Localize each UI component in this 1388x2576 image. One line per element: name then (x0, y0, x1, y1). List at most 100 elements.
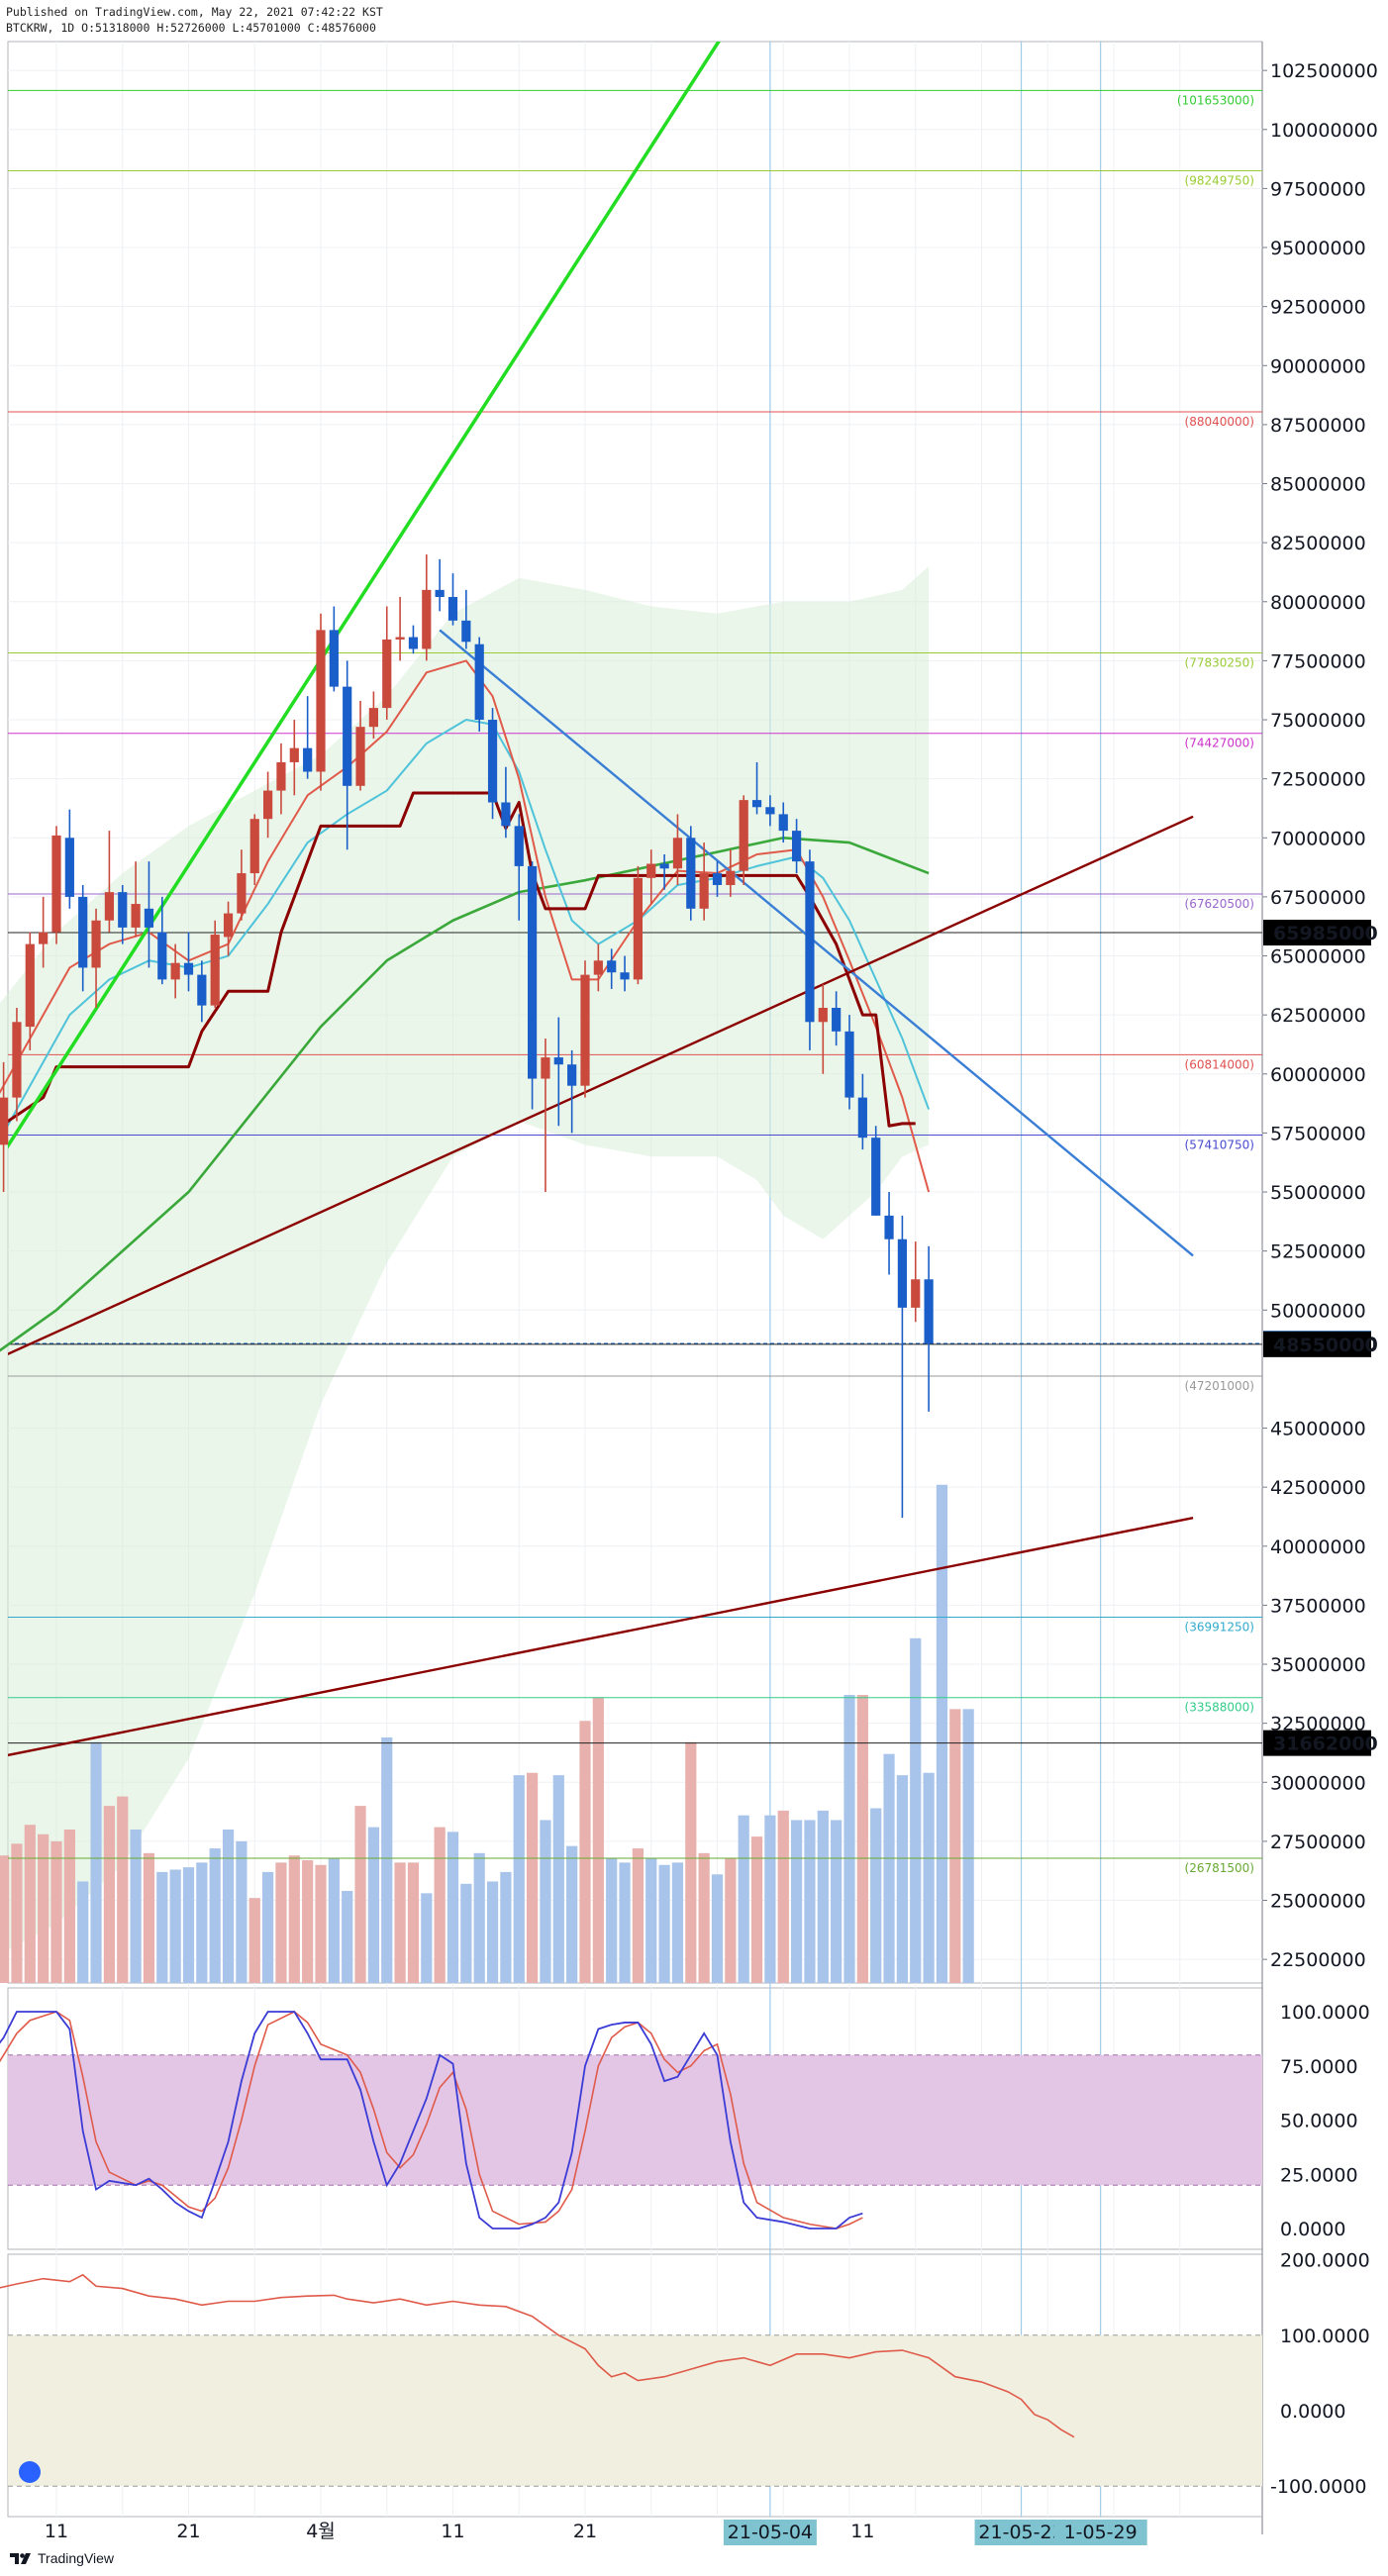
price-badge (1263, 920, 1371, 946)
price-badge (1263, 1730, 1371, 1756)
candle-body (567, 1064, 577, 1086)
candle-body (541, 1057, 550, 1079)
volume-bar (883, 1753, 895, 1983)
price-badge-label: 65985000 (1273, 923, 1378, 944)
candle-body (408, 637, 419, 649)
volume-bar (725, 1857, 737, 1983)
volume-bar (421, 1893, 433, 1983)
price-tick-label: 22500000 (1270, 1949, 1366, 1971)
cci-indicator-icon (19, 2461, 41, 2483)
price-tick-label: 87500000 (1270, 415, 1366, 437)
volume-bar (540, 1820, 551, 1983)
volume-bar (606, 1857, 618, 1983)
date-tick-label: 21 (573, 2521, 597, 2542)
candle-body (659, 863, 669, 869)
stochastic-d-line (0, 2011, 863, 2229)
chart-header: Published on TradingView.com, May 22, 20… (6, 4, 383, 36)
candle-body (857, 1097, 867, 1139)
volume-bar (831, 1820, 843, 1983)
price-tick-label: 62500000 (1270, 1005, 1366, 1027)
candle-body (607, 960, 617, 973)
tradingview-logo-icon (10, 2553, 31, 2564)
candle-body (672, 838, 683, 869)
price-tick-label: 75000000 (1270, 710, 1366, 732)
candle-body (461, 620, 471, 643)
volume-bar (513, 1775, 525, 1983)
candle-body (51, 835, 61, 933)
volume-bar (90, 1741, 102, 1983)
stochastic-tick-label: 0.0000 (1280, 2219, 1345, 2240)
level-label: (98249750) (1185, 174, 1254, 188)
trendline-green-uptrend (8, 42, 721, 1149)
date-tick-label: 11 (45, 2521, 68, 2542)
candle-body (553, 1057, 563, 1065)
volume-bar (434, 1827, 446, 1983)
stochastic-k-line (0, 2011, 863, 2229)
cci-tick-label: 0.0000 (1280, 2401, 1345, 2423)
kijun-line (0, 791, 916, 1129)
date-tick-label: 11 (441, 2521, 464, 2542)
candle-body (751, 800, 762, 808)
price-tick-label: 72500000 (1270, 769, 1366, 791)
price-tick-label: 52500000 (1270, 1241, 1366, 1263)
candle-body (170, 962, 180, 980)
level-label: (101653000) (1177, 93, 1254, 107)
volume-bar (117, 1796, 129, 1983)
volume-bar (156, 1871, 168, 1983)
candle-body (289, 747, 299, 762)
volume-bar (592, 1697, 604, 1983)
volume-bar (843, 1695, 855, 1983)
candle-body (395, 637, 405, 640)
volume-bar (248, 1898, 260, 1983)
ohlc-info: BTCKRW, 1D O:51318000 H:52726000 L:45701… (6, 21, 376, 35)
candle-body (844, 1031, 854, 1098)
price-tick-label: 45000000 (1270, 1419, 1366, 1440)
price-tick-label: 55000000 (1270, 1182, 1366, 1204)
candle-body (91, 920, 101, 968)
price-tick-label: 32500000 (1270, 1714, 1366, 1735)
tradingview-footer[interactable]: TradingView (10, 2550, 114, 2566)
candle-body (633, 877, 643, 980)
stochastic-tick-label: 100.0000 (1280, 2002, 1370, 2024)
volume-bar (619, 1862, 631, 1983)
candle-body (911, 1279, 921, 1308)
candle-body (699, 873, 709, 909)
stochastic-tick-label: 50.0000 (1280, 2111, 1358, 2132)
candle-body (210, 935, 220, 1006)
price-tick-label: 95000000 (1270, 238, 1366, 259)
candle-body (39, 932, 49, 944)
volume-bar (63, 1829, 75, 1983)
cci-line (0, 2273, 1075, 2438)
candle-body (64, 838, 74, 897)
volume-bars (0, 1484, 974, 1983)
price-tick-label: 102500000 (1270, 60, 1378, 82)
candle-body (501, 802, 511, 827)
candle-body (422, 589, 432, 649)
candle-body (765, 807, 775, 815)
candle-body (739, 800, 748, 871)
volume-bar (658, 1864, 670, 1983)
candle-body (832, 1007, 842, 1032)
volume-bar (856, 1695, 868, 1983)
candle-body (104, 892, 114, 921)
volume-bar (738, 1815, 749, 1983)
candle-body (884, 1215, 894, 1239)
level-label: (77830250) (1185, 656, 1254, 670)
candle-body (329, 630, 339, 687)
level-label: (36991250) (1185, 1621, 1254, 1635)
cci-tick-label: -100.0000 (1270, 2476, 1367, 2498)
candle-body (778, 814, 788, 832)
level-label: (67620500) (1185, 897, 1254, 911)
volume-bar (288, 1855, 300, 1983)
volume-bar (381, 1736, 393, 1983)
volume-bar (262, 1871, 274, 1983)
candle-body (382, 639, 392, 709)
cci-band (8, 2334, 1262, 2487)
volume-bar (11, 1843, 23, 1983)
level-label: (74427000) (1185, 737, 1254, 750)
candle-body (805, 861, 815, 1023)
candle-body (514, 826, 524, 866)
volume-bar (936, 1484, 948, 1983)
cci-tick-label: 200.0000 (1280, 2250, 1370, 2272)
